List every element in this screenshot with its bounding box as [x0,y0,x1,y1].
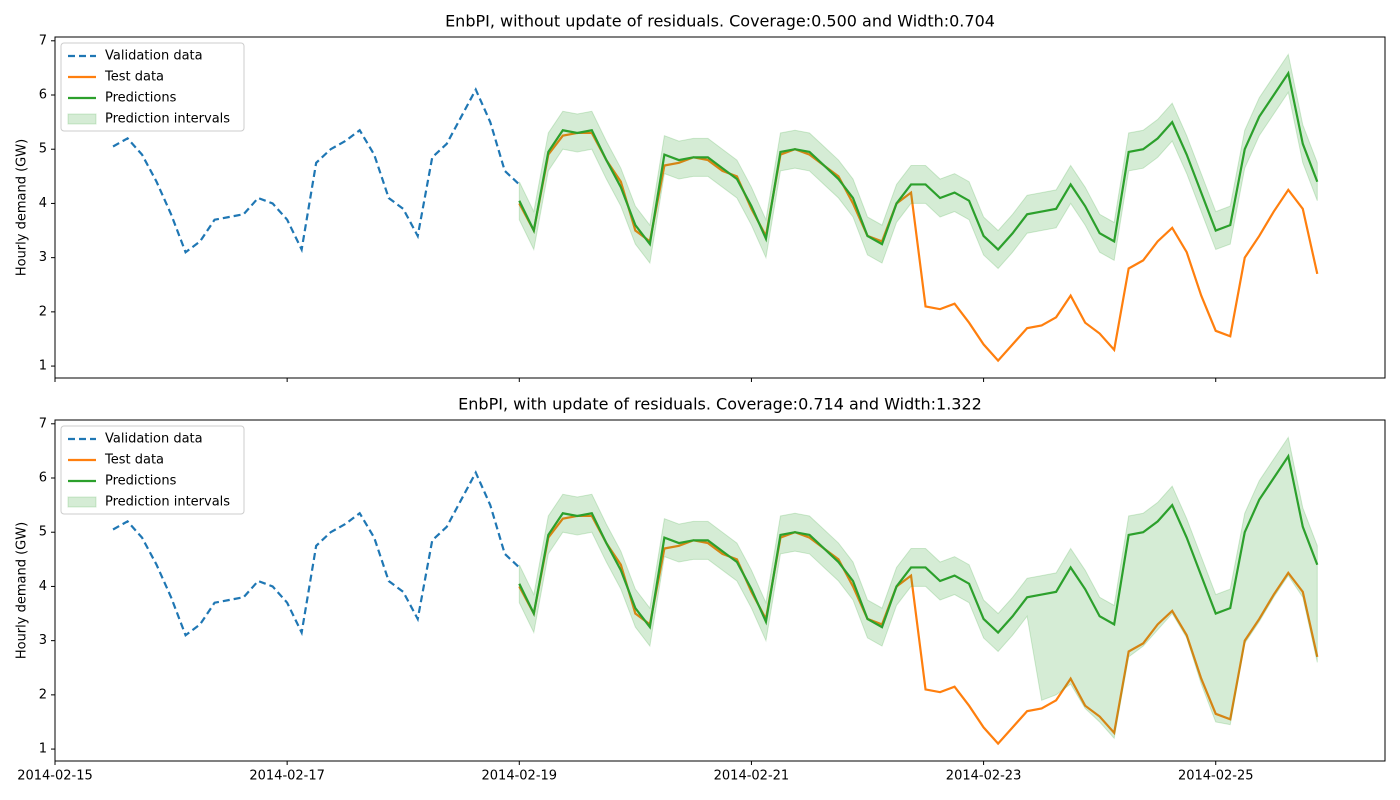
series-line [112,470,521,637]
y-tick-label: 3 [39,633,47,648]
legend-label: Validation data [105,49,203,64]
interval-area [518,53,1318,270]
y-tick-label: 1 [39,742,47,757]
x-tick-label: 2014-02-15 [17,769,93,784]
legend-swatch [67,113,97,125]
x-tick-label: 2014-02-25 [1178,769,1254,784]
y-tick-label: 1 [39,359,47,374]
x-tick-label: 2014-02-21 [714,769,790,784]
axes-frame [54,36,1386,379]
y-tick-label: 4 [39,579,47,594]
plot-area [112,53,1319,363]
legend-swatch [67,496,97,508]
x-tick-label: 2014-02-17 [249,769,325,784]
y-tick-label: 4 [39,196,47,211]
y-tick-label: 2 [39,304,47,319]
subplot: EnbPI, without update of residuals. Cove… [15,12,1386,382]
y-tick-label: 6 [39,471,47,486]
legend: Validation data Test data Predictions Predi… [60,42,245,132]
legend: Validation data Test data Predictions Predi… [60,425,245,515]
legend-label: Test data [104,70,164,85]
legend-label: Validation data [105,432,203,447]
legend-label: Test data [104,453,164,468]
legend-label: Prediction intervals [105,112,230,127]
y-tick-label: 7 [39,33,47,48]
legend-label: Predictions [105,474,177,489]
interval-area [518,436,1318,740]
y-tick-label: 2 [39,687,47,702]
y-tick-label: 3 [39,250,47,265]
chart-title: EnbPI, without update of residuals. Cove… [445,12,995,31]
y-tick-label: 5 [39,525,47,540]
y-axis-label: Hourly demand (GW) [15,522,30,659]
legend-label: Predictions [105,91,177,106]
legend-box [60,42,245,132]
series-line [518,70,1319,252]
legend-label: Prediction intervals [105,495,230,510]
y-tick-label: 7 [39,416,47,431]
x-tick-label: 2014-02-19 [482,769,558,784]
y-tick-label: 6 [39,88,47,103]
chart-title: EnbPI, with update of residuals. Coverag… [458,395,982,414]
y-tick-label: 5 [39,142,47,157]
series-line [112,87,521,254]
axes-frame [54,419,1386,762]
y-axis-label: Hourly demand (GW) [15,139,30,276]
legend-box [60,425,245,515]
subplot: EnbPI, with update of residuals. Coverag… [15,395,1386,784]
x-tick-label: 2014-02-23 [946,769,1022,784]
plot-area [112,436,1319,746]
series-line [518,453,1319,635]
